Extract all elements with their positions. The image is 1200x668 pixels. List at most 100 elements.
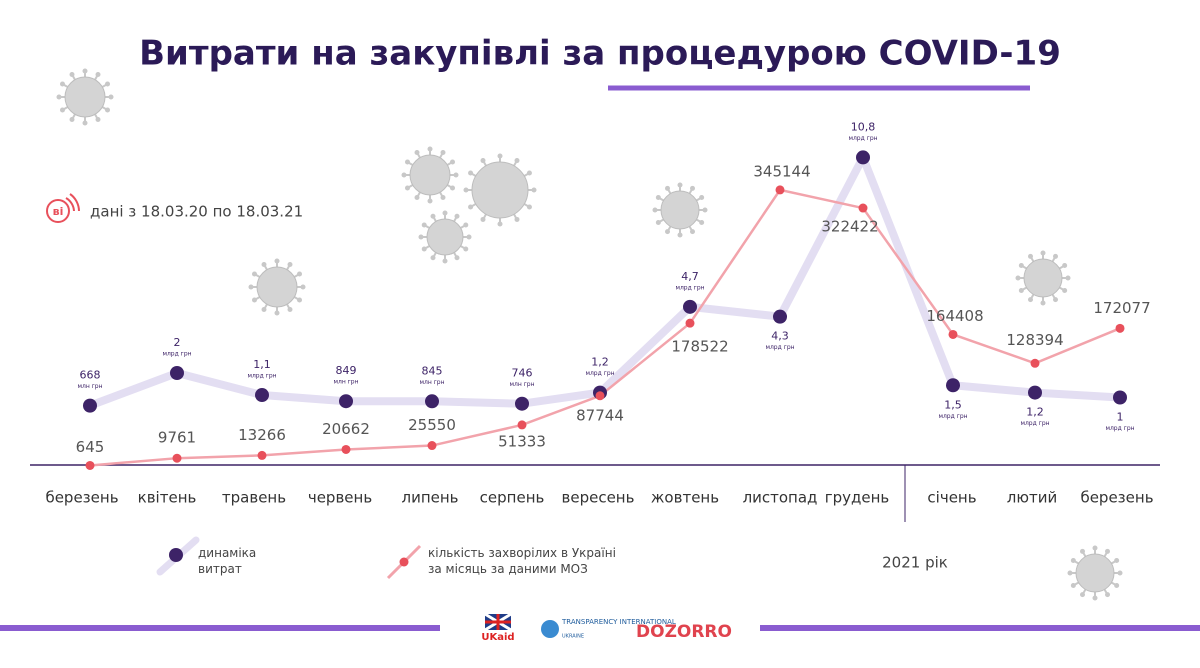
virus-spike-tip: [1040, 250, 1046, 256]
virus-spike-tip: [1028, 297, 1033, 303]
virus-spike-tip: [699, 195, 705, 200]
value-label: 1,1: [253, 358, 271, 371]
virus-spike-tip: [514, 158, 520, 164]
cases-point: [1030, 358, 1040, 368]
cases-label: 345144: [753, 162, 810, 180]
virus-spike-tip: [655, 195, 661, 200]
virus-spike-tip: [454, 213, 460, 219]
virus-spike-tip: [463, 222, 469, 228]
virus-spike-tip: [261, 261, 267, 267]
spending-point: [339, 394, 353, 409]
value-label: 2: [174, 336, 181, 349]
virus-spike-tip: [1092, 595, 1098, 601]
spending-point: [170, 366, 184, 380]
logo-text: TRANSPARENCY INTERNATIONAL: [561, 618, 676, 626]
virus-spike-tip: [95, 117, 101, 123]
x-tick-label: вересень: [562, 489, 635, 507]
cases-label: 25550: [408, 416, 456, 434]
value-unit: млрд грн: [765, 344, 794, 351]
value-unit: млн грн: [419, 379, 444, 386]
logo-text: UKaid: [481, 632, 514, 643]
virus-spike-tip: [251, 271, 257, 277]
cases-point: [427, 441, 437, 451]
cases-point: [775, 185, 785, 195]
value-label: 10,8: [851, 120, 876, 133]
virus-spike-tip: [105, 81, 111, 87]
value-unit: млрд грн: [1105, 425, 1134, 432]
spending-point: [515, 396, 529, 411]
virus-spike-tip: [108, 94, 114, 100]
date-icon: ві: [46, 193, 80, 223]
virus-icon: [1067, 545, 1123, 601]
virus-icon: [418, 210, 472, 264]
x-tick-label: липень: [401, 489, 458, 507]
virus-body: [256, 266, 298, 308]
virus-spike-tip: [442, 210, 448, 216]
virus-icon: [652, 182, 708, 238]
virus-spike-tip: [450, 185, 456, 191]
virus-spike-tip: [404, 159, 410, 165]
virus-spike-tip: [1053, 297, 1058, 303]
x-tick-label: листопад: [743, 489, 818, 507]
cases-label: 9761: [158, 429, 196, 447]
cases-label: 128394: [1006, 331, 1063, 349]
virus-spike-tip: [1018, 263, 1024, 268]
virus-spike-tip: [699, 220, 705, 225]
virus-spike-tip: [466, 234, 472, 240]
subtitle: дані з 18.03.20 по 18.03.21: [90, 203, 303, 221]
cases-point: [685, 318, 695, 328]
virus-body: [1075, 553, 1115, 593]
x-tick-label: травень: [222, 489, 286, 507]
virus-spike-tip: [702, 207, 708, 213]
x-tick-label: жовтень: [651, 489, 719, 507]
value-label: 1,5: [944, 398, 962, 411]
virus-icon: [1015, 250, 1071, 306]
value-label: 1: [1117, 411, 1124, 424]
virus-spike-tip: [440, 149, 446, 155]
x-tick-label: червень: [308, 489, 372, 507]
spending-point: [255, 388, 269, 403]
virus-spike-tip: [274, 258, 280, 264]
virus-spike-tip: [442, 258, 448, 264]
virus-spike-tip: [1062, 288, 1068, 293]
x-tick-label: березень: [1080, 489, 1153, 507]
virus-spike-tip: [454, 255, 460, 261]
cases-point: [257, 450, 267, 460]
value-unit: млн грн: [77, 383, 102, 390]
virus-spike-tip: [105, 107, 111, 113]
value-label: 1,2: [591, 356, 609, 369]
virus-spike-tip: [401, 172, 407, 178]
virus-spike-tip: [677, 182, 683, 188]
virus-spike-tip: [468, 204, 474, 210]
virus-spike-tip: [480, 158, 486, 164]
spending-point: [946, 378, 960, 393]
virus-spike-tip: [59, 81, 65, 87]
virus-spike-tip: [665, 229, 670, 235]
value-unit: млрд грн: [938, 413, 967, 420]
value-unit: млрд грн: [848, 135, 877, 142]
virus-spike-tip: [1114, 583, 1120, 588]
year-label: 2021 рік: [882, 554, 948, 572]
virus-spike-tip: [655, 220, 661, 225]
spending-point: [856, 150, 870, 165]
virus-spike-tip: [480, 216, 486, 222]
virus-spike-tip: [652, 207, 658, 213]
virus-spike-tip: [468, 170, 474, 176]
virus-spike-tip: [1062, 263, 1068, 268]
virus-spike-tip: [297, 271, 303, 277]
virus-icon: [463, 153, 537, 227]
virus-spike-tip: [427, 198, 433, 204]
cases-label: 87744: [576, 406, 624, 424]
virus-spike-tip: [300, 284, 306, 290]
cases-point: [948, 329, 958, 339]
value-unit: млрд грн: [162, 351, 191, 358]
value-label: 1,2: [1026, 406, 1044, 419]
virus-spike-tip: [463, 187, 469, 193]
value-label: 845: [422, 364, 443, 377]
value-unit: млн грн: [333, 379, 358, 386]
virus-spike-tip: [531, 187, 537, 193]
virus-spike-tip: [450, 159, 456, 165]
cases-label: 164408: [926, 307, 983, 325]
virus-spike-tip: [1067, 570, 1073, 576]
